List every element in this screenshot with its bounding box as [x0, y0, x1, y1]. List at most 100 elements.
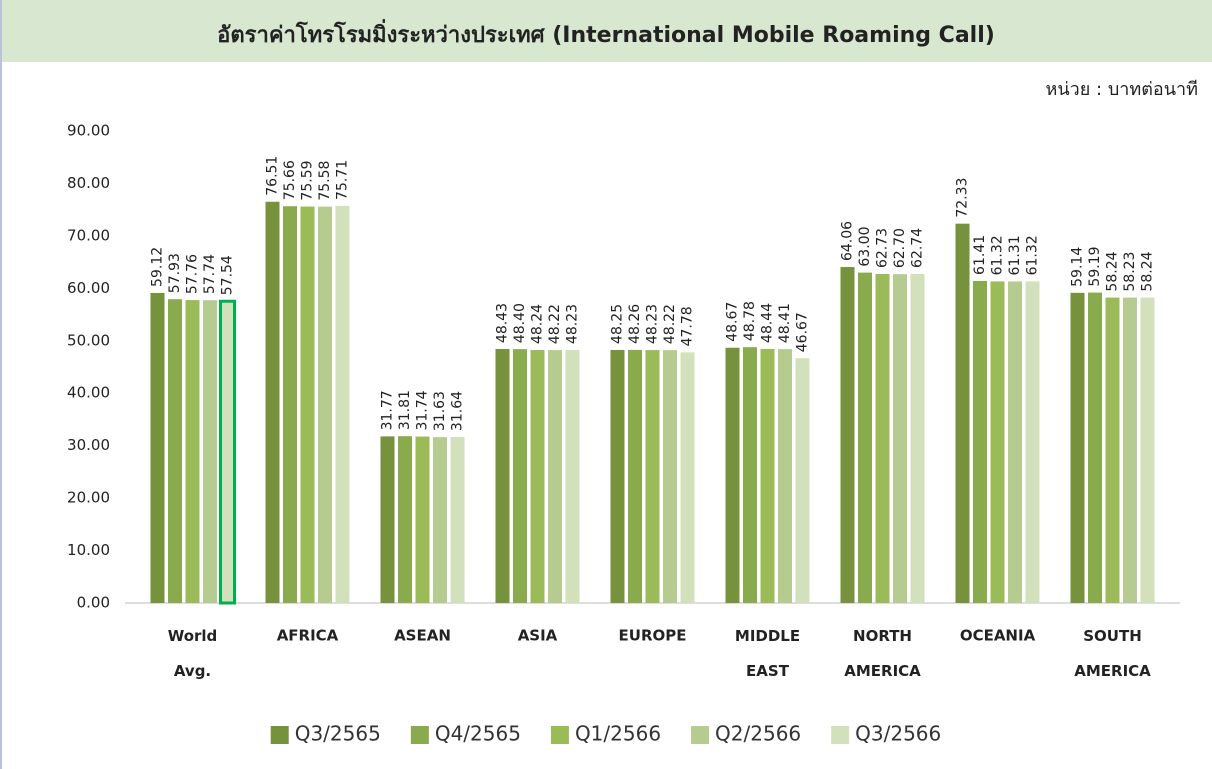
value-label: 75.59	[300, 160, 316, 200]
value-label: 31.77	[380, 390, 396, 430]
bar	[760, 348, 775, 603]
value-label: 48.24	[530, 304, 546, 344]
x-tick-label: SOUTH AMERICA	[1074, 627, 1151, 680]
value-label: 48.44	[760, 303, 776, 343]
value-label: 57.76	[185, 254, 201, 294]
bar	[203, 300, 217, 603]
value-label: 48.26	[627, 304, 643, 344]
bar	[680, 352, 695, 603]
value-label: 48.22	[662, 304, 678, 344]
y-tick-label: 10.00	[67, 541, 110, 559]
value-label: 46.67	[795, 312, 811, 352]
value-label: 58.24	[1105, 251, 1121, 291]
bar	[910, 273, 925, 603]
y-tick-label: 70.00	[67, 226, 110, 244]
value-label: 62.74	[910, 228, 926, 268]
value-label: 48.23	[565, 304, 581, 344]
bar	[168, 299, 182, 603]
value-label: 31.64	[450, 391, 466, 431]
bar	[1008, 281, 1022, 603]
bar	[513, 349, 527, 603]
bar	[495, 349, 510, 603]
x-tick-label: ASIA	[518, 627, 558, 645]
value-label: 48.23	[645, 304, 661, 344]
legend-label: Q2/2566	[715, 722, 801, 746]
legend-swatch	[410, 726, 429, 744]
value-label: 75.58	[317, 161, 333, 201]
bar	[858, 272, 872, 603]
x-tick-label: AFRICA	[277, 627, 339, 645]
value-label: 31.81	[397, 390, 413, 430]
x-tick-label: NORTH AMERICA	[844, 627, 921, 680]
value-label: 48.22	[547, 304, 563, 344]
value-label: 58.23	[1122, 252, 1138, 292]
value-label: 48.43	[495, 303, 511, 343]
value-label: 62.70	[892, 228, 908, 268]
header-band	[0, 0, 1212, 62]
x-tick-label: World Avg.	[168, 627, 218, 680]
legend-label: Q4/2565	[435, 722, 521, 746]
bar	[990, 281, 1005, 603]
bar	[893, 274, 907, 603]
legend-swatch	[550, 726, 569, 744]
bar	[565, 350, 580, 603]
value-label: 31.74	[415, 390, 431, 430]
value-label: 58.24	[1140, 251, 1156, 291]
legend-label: Q3/2566	[855, 722, 941, 746]
value-label: 57.54	[220, 255, 236, 295]
bar	[1070, 292, 1085, 603]
legend-swatch	[270, 726, 289, 744]
bar	[380, 436, 395, 603]
value-label: 31.63	[432, 391, 448, 431]
bar	[450, 437, 465, 603]
bar	[955, 223, 970, 604]
y-tick-label: 0.00	[77, 594, 110, 612]
y-tick-label: 60.00	[67, 279, 110, 297]
value-label: 76.51	[265, 156, 281, 196]
value-label: 48.41	[777, 303, 793, 343]
bar	[300, 206, 315, 603]
bar	[1025, 281, 1040, 603]
bar	[1123, 297, 1137, 603]
bar	[335, 205, 350, 603]
value-label: 57.93	[167, 253, 183, 293]
bar	[265, 201, 280, 603]
value-label: 59.14	[1070, 247, 1086, 287]
value-label: 61.41	[972, 235, 988, 275]
bar	[973, 280, 987, 603]
y-tick-label: 30.00	[67, 436, 110, 454]
value-label: 48.78	[742, 301, 758, 341]
bar	[150, 292, 165, 603]
value-label: 64.06	[840, 221, 856, 261]
legend-swatch	[831, 726, 850, 744]
value-label: 61.32	[1025, 235, 1041, 275]
bar	[778, 349, 792, 603]
value-label: 72.33	[955, 178, 971, 218]
bar	[398, 436, 412, 603]
legend-swatch	[691, 726, 710, 744]
bar	[318, 206, 332, 604]
bar	[645, 350, 660, 603]
bar	[548, 350, 562, 603]
legend-label: Q3/2565	[295, 722, 381, 746]
bar	[795, 358, 810, 603]
bar	[283, 206, 297, 604]
y-tick-label: 40.00	[67, 384, 110, 402]
legend-label: Q1/2566	[575, 722, 661, 746]
value-label: 59.19	[1087, 246, 1103, 286]
bar	[415, 436, 430, 603]
x-tick-label: ASEAN	[394, 627, 451, 645]
bar	[530, 350, 545, 603]
value-label: 47.78	[680, 306, 696, 346]
value-label: 48.25	[610, 304, 626, 344]
value-label: 48.40	[512, 303, 528, 343]
bar	[1088, 292, 1102, 603]
bar	[840, 267, 855, 603]
value-label: 75.71	[335, 160, 351, 200]
bar	[663, 350, 677, 603]
bar	[725, 347, 740, 603]
x-tick-label: MIDDLE EAST	[735, 627, 800, 680]
value-label: 61.31	[1007, 235, 1023, 275]
value-label: 61.32	[990, 235, 1006, 275]
bar	[610, 349, 625, 603]
